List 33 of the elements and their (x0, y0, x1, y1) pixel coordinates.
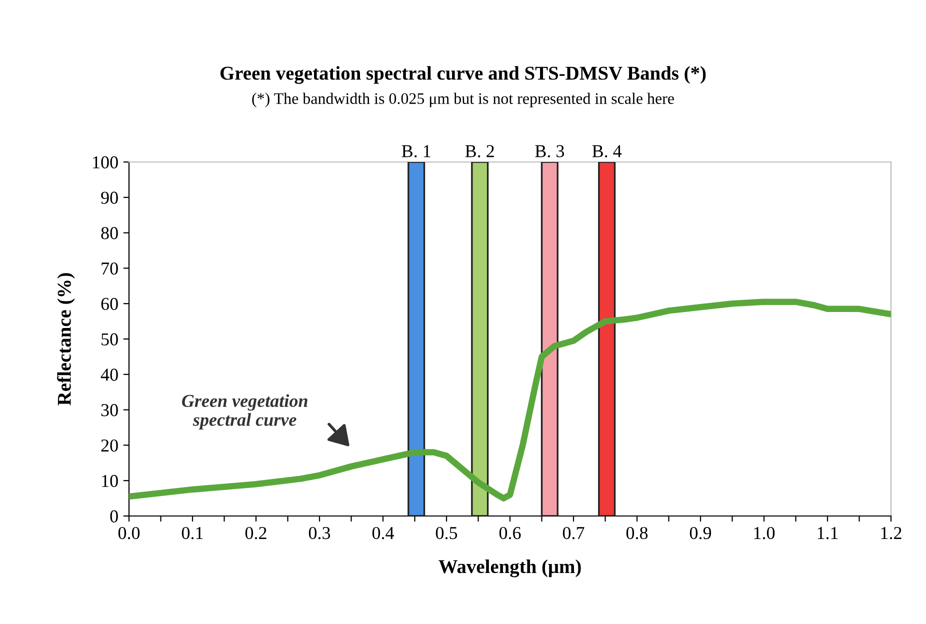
y-tick-label: 60 (101, 298, 118, 310)
x-tick-label: 1.2 (881, 526, 902, 540)
x-tick-label: 0.2 (245, 526, 266, 540)
x-tick-label: 0.4 (372, 526, 394, 540)
x-tick-label: 1.0 (754, 526, 775, 540)
y-tick-label: 10 (102, 474, 118, 488)
x-tick-label: 0.0 (118, 526, 140, 540)
y-tick-label: 30 (101, 404, 118, 416)
x-tick-label: 0.5 (436, 526, 458, 540)
y-tick-label: 40 (100, 368, 118, 381)
x-tick-label: 0.7 (562, 526, 584, 540)
chart-title: Green vegetation spectral curve and STS-DMSV Bands (*) (220, 66, 706, 84)
y-tick-label: 90 (101, 192, 118, 204)
x-axis-title: Wavelength (μm) (438, 559, 581, 578)
y-tick-label: 50 (102, 333, 118, 346)
x-tick-label: 0.1 (182, 526, 203, 540)
x-tick-label: 0.8 (626, 526, 648, 540)
band-label: B. 1 (402, 145, 430, 158)
band-label: B. 2 (465, 145, 494, 158)
x-tick-label: 1.1 (818, 527, 838, 540)
y-tick-label: 20 (101, 439, 118, 452)
x-tick-label: 0.6 (499, 526, 521, 540)
y-tick-label: 100 (93, 156, 118, 168)
annotation: Green vegetation spectral curve (182, 394, 308, 430)
x-tick-label: 0.3 (308, 526, 330, 540)
y-tick-label: 70 (102, 262, 118, 275)
x-tick-label: 0.9 (690, 526, 712, 540)
y-tick-label: 0 (110, 510, 118, 522)
y-axis-title: Reflectance (%) (57, 273, 75, 406)
chart-subtitle: (*) The bandwidth is 0.025 μm but is not represented in scale here (252, 92, 674, 108)
band-label: B. 3 (535, 145, 564, 158)
y-tick-label: 80 (101, 227, 118, 240)
band-label: B. 4 (592, 145, 622, 158)
